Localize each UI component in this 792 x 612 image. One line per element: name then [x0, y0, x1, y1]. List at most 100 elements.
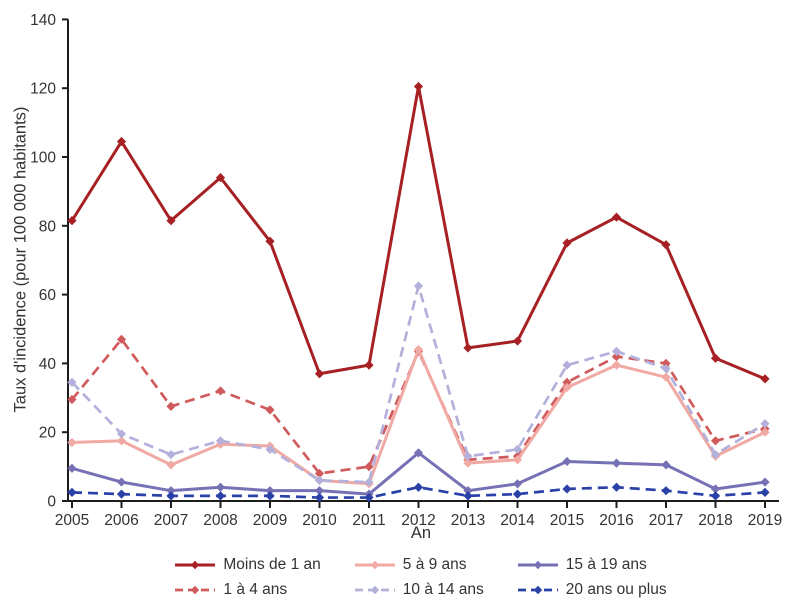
data-point-moins-de-1-an-2016	[611, 212, 622, 222]
data-point-10-a-14-ans-2005	[67, 377, 77, 387]
data-point-1-a-4-ans-2008	[215, 386, 226, 396]
series-line-moins-de-1-an	[70, 84, 766, 381]
x-tick-label: 2012	[401, 512, 435, 529]
legend-marker-1-a-4-ans	[175, 585, 216, 594]
legend-item-10-a-14-ans: 10 à 14 ans	[354, 577, 484, 602]
data-point-15-a-19-ans-2015	[562, 456, 572, 467]
data-point-20-ans-ou-plus-2014	[512, 489, 523, 499]
data-point-moins-de-1-an-2007	[166, 216, 176, 226]
data-point-10-a-14-ans-2013	[463, 451, 473, 461]
data-point-20-ans-ou-plus-2005	[67, 487, 77, 497]
data-point-10-a-14-ans-2015	[562, 360, 572, 370]
data-point-10-a-14-ans-2007	[166, 449, 176, 460]
data-point-1-a-4-ans-2009	[265, 405, 275, 415]
data-point-15-a-19-ans-2013	[463, 486, 473, 496]
data-point-15-a-19-ans-2006	[116, 477, 127, 487]
data-point-moins-de-1-an-2010	[314, 369, 325, 379]
data-point-20-ans-ou-plus-2006	[116, 489, 127, 499]
data-point-1-a-4-ans-2016	[611, 351, 622, 362]
x-tick-label: 2011	[352, 512, 385, 529]
legend-diamond-icon	[533, 560, 542, 569]
data-point-moins-de-1-an-2009	[265, 236, 275, 246]
data-point-10-a-14-ans-2018	[710, 449, 721, 460]
data-point-20-ans-ou-plus-2008	[215, 491, 226, 501]
data-point-20-ans-ou-plus-2017	[661, 486, 671, 496]
x-axis-title: An	[410, 524, 432, 542]
legend-label: Moins de 1 an	[223, 555, 321, 573]
data-point-20-ans-ou-plus-2010	[314, 492, 325, 503]
data-point-moins-de-1-an-2012	[413, 81, 424, 92]
data-point-moins-de-1-an-2017	[661, 240, 671, 250]
data-point-15-a-19-ans-2017	[661, 460, 671, 470]
data-point-1-a-4-ans-2015	[562, 377, 572, 387]
data-point-1-a-4-ans-2005	[67, 394, 77, 405]
legend-item-moins-de-1-an: Moins de 1 an	[175, 552, 321, 577]
legend-label: 10 à 14 ans	[402, 580, 484, 598]
x-tick-label: 2015	[550, 512, 584, 529]
x-tick-label: 2013	[451, 512, 485, 529]
legend-label: 5 à 9 ans	[402, 555, 467, 573]
y-axis-title: Taux d'incidence (pour 100 000 habitants…	[11, 106, 30, 413]
series-line-1-a-4-ans	[70, 337, 766, 475]
data-point-1-a-4-ans-2018	[710, 436, 721, 446]
data-point-20-ans-ou-plus-2019	[760, 487, 770, 497]
data-point-10-a-14-ans-2019	[760, 419, 770, 429]
data-point-moins-de-1-an-2013	[463, 343, 473, 353]
data-point-10-a-14-ans-2016	[611, 346, 622, 356]
data-point-5-a-9-ans-2006	[116, 436, 127, 446]
data-point-20-ans-ou-plus-2007	[166, 491, 176, 501]
legend-marker-15-a-19-ans	[517, 560, 558, 569]
data-point-1-a-4-ans-2006	[116, 334, 127, 344]
x-tick-label: 2007	[154, 512, 188, 529]
data-point-10-a-14-ans-2012	[413, 281, 424, 291]
data-point-10-a-14-ans-2011	[364, 477, 374, 487]
data-point-5-a-9-ans-2005	[67, 437, 77, 448]
legend-diamond-icon	[191, 560, 200, 569]
data-point-1-a-4-ans-2017	[661, 358, 671, 368]
x-tick-label: 2006	[104, 512, 138, 529]
legend-grid: Moins de 1 an 1 à 4 ans 5 à 9 ans 10 à 14 a…	[175, 552, 667, 602]
data-point-moins-de-1-an-2011	[364, 360, 374, 370]
data-point-15-a-19-ans-2018	[710, 484, 721, 494]
data-point-15-a-19-ans-2019	[760, 477, 770, 487]
legend-diamond-icon	[370, 560, 379, 569]
legend-marker-5-a-9-ans	[354, 560, 395, 569]
legend-diamond-icon	[533, 585, 542, 594]
legend-item-1-a-4-ans: 1 à 4 ans	[175, 577, 320, 602]
data-point-15-a-19-ans-2008	[215, 482, 226, 492]
y-tick-label: 0	[47, 494, 56, 511]
data-point-10-a-14-ans-2009	[265, 444, 275, 454]
data-point-5-a-9-ans-2019	[760, 427, 770, 437]
x-tick-label: 2008	[203, 512, 237, 529]
data-point-1-a-4-ans-2007	[166, 401, 176, 411]
legend-label: 1 à 4 ans	[223, 580, 288, 598]
x-tick-label: 2016	[599, 512, 633, 529]
data-point-5-a-9-ans-2012	[413, 345, 424, 355]
data-point-15-a-19-ans-2014	[512, 479, 523, 489]
legend-item-5-a-9-ans: 5 à 9 ans	[354, 552, 484, 577]
y-tick-label: 100	[30, 150, 56, 167]
data-point-5-a-9-ans-2014	[512, 455, 523, 465]
x-tick-label: 2017	[649, 512, 683, 529]
legend-label: 15 à 19 ans	[565, 555, 647, 573]
data-point-20-ans-ou-plus-2018	[710, 491, 721, 501]
data-point-10-a-14-ans-2017	[661, 363, 671, 374]
data-point-10-a-14-ans-2006	[116, 429, 127, 439]
incidence-line-chart: 0 20 40 60 80 100 120 140 2005 2006 2007 2008 2009 20…	[30, 12, 782, 529]
data-point-20-ans-ou-plus-2012	[413, 482, 424, 492]
data-point-moins-de-1-an-2006	[116, 136, 127, 147]
legend-marker-moins-de-1-an	[175, 560, 216, 569]
legend-diamond-icon	[370, 585, 379, 594]
data-point-5-a-9-ans-2007	[166, 460, 176, 470]
legend-label: 20 ans ou plus	[565, 580, 667, 598]
x-tick-label: 2014	[500, 512, 535, 529]
legend-marker-20-ans-ou-plus	[517, 585, 558, 594]
y-tick-label: 40	[39, 356, 57, 373]
data-point-5-a-9-ans-2013	[463, 458, 473, 468]
y-tick-label: 140	[30, 12, 56, 29]
y-tick-label: 120	[30, 81, 56, 98]
data-point-10-a-14-ans-2008	[215, 436, 226, 446]
data-point-20-ans-ou-plus-2015	[562, 484, 572, 494]
data-point-20-ans-ou-plus-2013	[463, 491, 473, 501]
